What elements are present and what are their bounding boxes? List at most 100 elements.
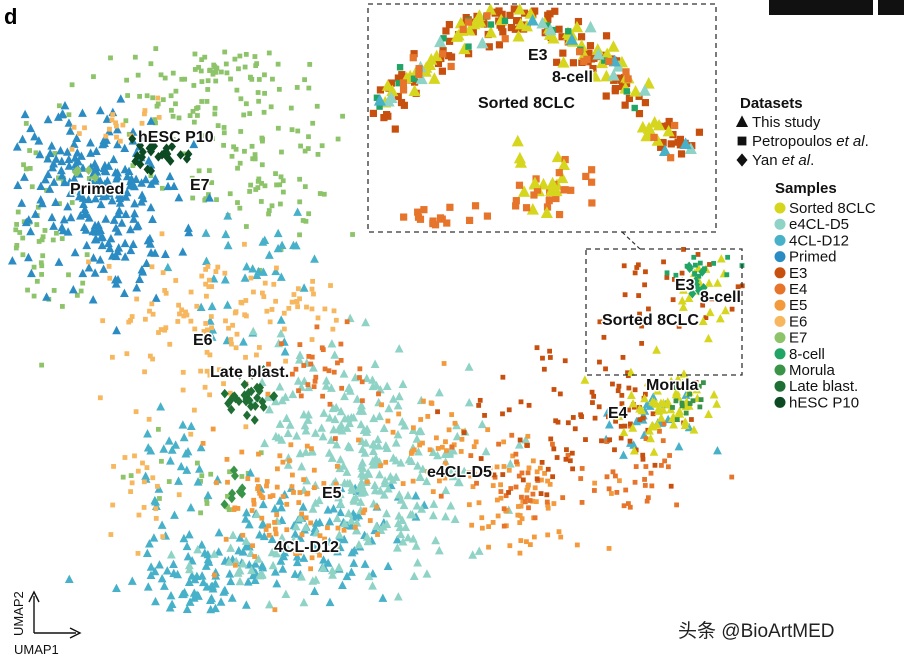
scatter-point xyxy=(344,508,354,518)
scatter-point xyxy=(450,514,460,524)
scatter-point xyxy=(130,181,139,191)
scatter-point xyxy=(283,428,293,438)
scatter-point xyxy=(410,478,416,484)
scatter-point xyxy=(308,576,318,585)
scatter-point xyxy=(137,197,146,206)
scatter-point xyxy=(308,540,318,549)
inset-point xyxy=(442,27,450,35)
inset-point xyxy=(499,28,507,36)
scatter-point xyxy=(226,543,236,552)
scatter-point xyxy=(311,291,316,297)
inset-point xyxy=(395,79,402,87)
scatter-point xyxy=(396,495,406,504)
scatter-point xyxy=(269,391,278,402)
inset-point xyxy=(513,151,526,164)
scatter-point xyxy=(690,398,696,404)
scatter-point xyxy=(400,421,410,430)
scatter-point xyxy=(81,209,91,218)
scatter-point xyxy=(201,329,207,334)
scatter-point xyxy=(231,507,237,512)
inset-point xyxy=(485,43,493,51)
scatter-point xyxy=(129,480,135,486)
scatter-point xyxy=(466,502,472,508)
scatter-point xyxy=(619,450,628,459)
inset-point xyxy=(512,202,520,210)
scatter-point xyxy=(320,347,326,353)
scatter-point xyxy=(215,264,221,270)
scatter-point xyxy=(126,176,135,186)
scatter-point xyxy=(281,542,286,548)
scatter-point xyxy=(272,526,278,532)
scatter-point xyxy=(20,172,29,181)
scatter-point xyxy=(501,523,507,529)
scatter-point xyxy=(526,505,531,511)
scatter-point xyxy=(414,447,423,456)
scatter-point xyxy=(604,420,614,429)
scatter-point xyxy=(259,162,265,168)
scatter-point xyxy=(235,533,245,542)
scatter-point xyxy=(76,186,86,196)
scatter-point xyxy=(661,259,666,265)
scatter-point xyxy=(615,388,621,394)
scatter-point xyxy=(189,175,195,181)
scatter-point xyxy=(596,404,602,410)
scatter-point xyxy=(494,464,500,470)
scatter-point xyxy=(274,182,279,188)
scatter-point xyxy=(454,477,464,487)
scatter-point xyxy=(613,473,618,479)
scatter-point xyxy=(297,342,303,348)
scatter-point xyxy=(227,404,236,415)
scatter-point xyxy=(214,527,224,537)
scatter-point xyxy=(143,429,152,438)
scatter-point xyxy=(302,476,312,485)
scatter-point xyxy=(186,421,196,431)
scatter-point xyxy=(333,317,339,323)
scatter-point xyxy=(658,462,664,468)
inset-point xyxy=(618,83,627,91)
scatter-point xyxy=(139,120,145,126)
scatter-point xyxy=(632,387,638,393)
scatter-point xyxy=(160,97,166,103)
legend-datasets-title: Datasets xyxy=(740,95,803,112)
scatter-point xyxy=(668,483,674,489)
scatter-point xyxy=(199,57,205,63)
scatter-point xyxy=(330,350,340,359)
scatter-point xyxy=(344,319,350,325)
scatter-point xyxy=(619,401,625,407)
inset-point xyxy=(625,94,634,103)
scatter-point xyxy=(211,579,220,588)
inset-point xyxy=(438,67,446,75)
scatter-point xyxy=(550,441,555,447)
scatter-point xyxy=(394,391,404,401)
scatter-point xyxy=(321,481,327,486)
scatter-point xyxy=(276,315,286,324)
scatter-point xyxy=(642,483,648,488)
scatter-point xyxy=(382,519,392,528)
scatter-point xyxy=(234,396,243,407)
scatter-point xyxy=(20,235,26,241)
scatter-point xyxy=(409,571,419,580)
scatter-point xyxy=(400,481,406,486)
scatter-point xyxy=(133,409,139,415)
scatter-point xyxy=(238,559,248,568)
scatter-point xyxy=(255,530,264,539)
scatter-point xyxy=(652,462,658,468)
scatter-point xyxy=(645,495,651,501)
scatter-point xyxy=(95,105,105,115)
scatter-point xyxy=(349,545,359,555)
scatter-point xyxy=(433,435,439,441)
scatter-point xyxy=(650,411,656,417)
scatter-point xyxy=(148,61,154,67)
scatter-point xyxy=(110,502,116,508)
scatter-point xyxy=(39,237,45,243)
scatter-point xyxy=(435,446,441,451)
scatter-point xyxy=(280,494,286,500)
scatter-point xyxy=(233,345,239,351)
scatter-point xyxy=(78,288,84,294)
scatter-point xyxy=(306,211,312,217)
scatter-point xyxy=(334,543,340,549)
scatter-point xyxy=(226,576,236,586)
scatter-point xyxy=(545,505,551,511)
scatter-point xyxy=(198,368,204,374)
scatter-point xyxy=(378,463,383,469)
